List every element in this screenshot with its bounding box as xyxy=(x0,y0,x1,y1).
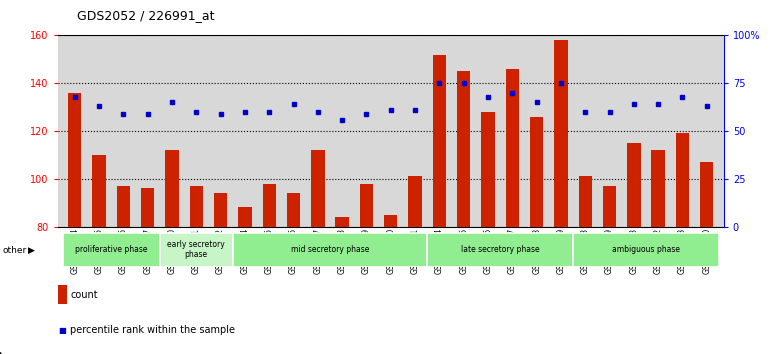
Text: mid secretory phase: mid secretory phase xyxy=(291,245,369,254)
Bar xyxy=(427,233,573,267)
Bar xyxy=(287,193,300,227)
Bar xyxy=(214,193,227,227)
Bar xyxy=(160,233,233,267)
Bar xyxy=(238,207,252,227)
Text: late secretory phase: late secretory phase xyxy=(461,245,540,254)
Bar xyxy=(336,217,349,227)
Text: other: other xyxy=(2,246,26,255)
Bar xyxy=(433,55,446,227)
Text: proliferative phase: proliferative phase xyxy=(75,245,148,254)
Bar xyxy=(384,215,397,227)
Bar xyxy=(166,150,179,227)
Bar xyxy=(408,176,422,227)
Bar xyxy=(651,150,665,227)
Bar xyxy=(628,143,641,227)
Bar xyxy=(457,71,470,227)
Text: count: count xyxy=(70,290,98,300)
Bar xyxy=(360,183,373,227)
Bar xyxy=(189,186,203,227)
Bar xyxy=(62,233,160,267)
Bar xyxy=(233,233,427,267)
Bar xyxy=(141,188,154,227)
Text: GDS2052 / 226991_at: GDS2052 / 226991_at xyxy=(77,9,215,22)
Text: ▶: ▶ xyxy=(28,246,35,255)
Bar xyxy=(578,176,592,227)
Bar xyxy=(68,93,82,227)
Text: percentile rank within the sample: percentile rank within the sample xyxy=(70,325,235,335)
Bar xyxy=(481,112,494,227)
Bar xyxy=(506,69,519,227)
Bar xyxy=(700,162,714,227)
Bar xyxy=(603,186,616,227)
Bar xyxy=(117,186,130,227)
Text: ■: ■ xyxy=(59,326,66,335)
Text: ambiguous phase: ambiguous phase xyxy=(612,245,680,254)
Bar xyxy=(311,150,324,227)
Bar xyxy=(530,116,544,227)
Bar xyxy=(554,40,567,227)
Bar xyxy=(676,133,689,227)
Bar xyxy=(263,183,276,227)
Bar xyxy=(573,233,719,267)
Bar xyxy=(92,155,105,227)
Text: early secretory
phase: early secretory phase xyxy=(167,240,225,259)
